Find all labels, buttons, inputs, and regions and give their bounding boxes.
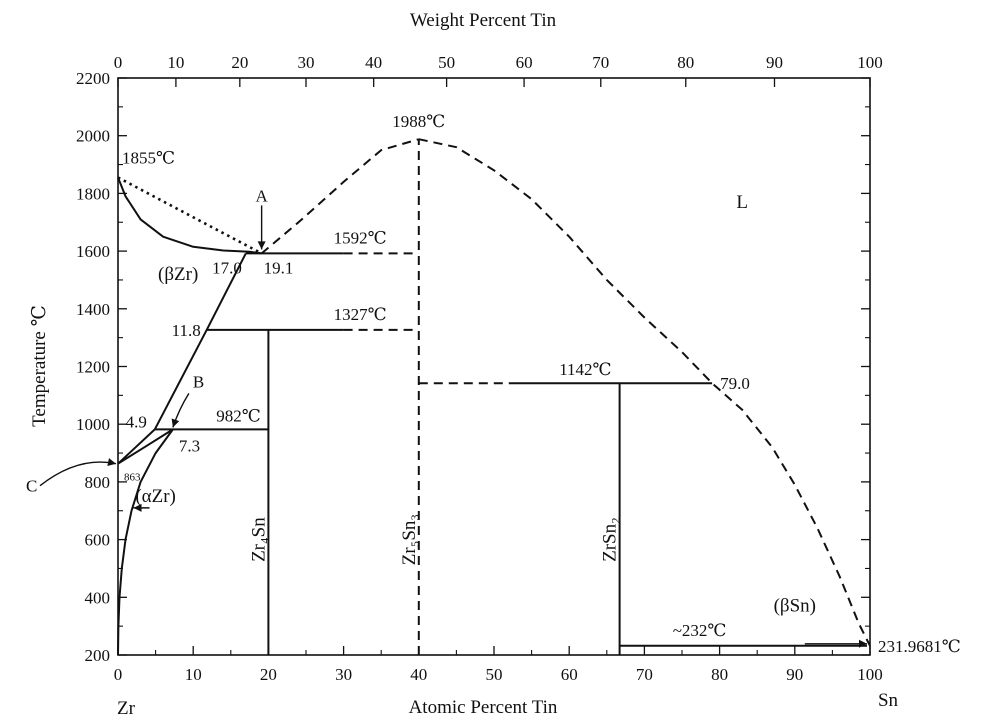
x-tick-label: 30: [335, 665, 352, 684]
label-phase-beta-zr: (βZr): [158, 264, 198, 285]
x2-tick-label: 10: [167, 53, 184, 72]
label-phase-zrsn2: ZrSn₂: [600, 517, 621, 562]
label-phase-l: L: [736, 192, 748, 213]
annotation-t-1327: 1327℃: [334, 305, 387, 324]
phase-boundaries: [117, 138, 871, 656]
boundary-beta-solvus: [117, 252, 247, 465]
arrowhead-a: [257, 241, 266, 250]
arrowhead-c: [107, 458, 116, 466]
boundary-liquidus-left: [260, 138, 420, 255]
x2-tick-label: 60: [516, 53, 533, 72]
x-tick-label: 70: [636, 665, 653, 684]
arrowhead-sn: [858, 639, 867, 648]
annotation-point-b: B: [193, 372, 204, 391]
x2-tick-label: 50: [438, 53, 455, 72]
boundary-liquidus-zr: [117, 177, 262, 255]
annotation-t-231: 231.9681℃: [878, 637, 961, 656]
y-tick-label: 1600: [76, 242, 110, 261]
x2-axis-title: Weight Percent Tin: [410, 10, 557, 31]
annotation-labels: 1855℃ 1988℃ 1592℃ 1327℃ 1142℃ 982℃ ~232℃ 231.96…: [26, 112, 961, 656]
annotation-t-1592: 1592℃: [334, 228, 387, 247]
y-tick-label: 200: [85, 646, 111, 665]
annotation-point-a: A: [255, 186, 268, 205]
x-tick-label: 40: [410, 665, 427, 684]
x-tick-label: 20: [260, 665, 277, 684]
annotation-c-4-9: 4.9: [126, 412, 147, 431]
y-tick-label: 400: [85, 588, 111, 607]
x-tick-label: 90: [786, 665, 803, 684]
annotation-c-11-8: 11.8: [172, 321, 201, 340]
annotation-c-863: 863: [124, 472, 141, 484]
annotation-t-1855: 1855℃: [122, 149, 175, 168]
x2-tick-label: 100: [857, 53, 883, 72]
x-tick-label: 10: [185, 665, 202, 684]
x-axis-left-end-label: Zr: [117, 698, 136, 719]
annotation-point-c: C: [26, 477, 37, 496]
label-phase-zr4sn: Zr₄Sn: [248, 517, 269, 562]
y-tick-label: 1400: [76, 300, 110, 319]
annotation-t-232: ~232℃: [673, 621, 727, 640]
y-tick-label: 800: [85, 473, 111, 492]
boundary-alpha-beta-boundary: [117, 428, 174, 465]
label-phase-zr5sn3: Zr₅Sn₃: [399, 514, 420, 565]
annotation-t-1988: 1988℃: [392, 112, 445, 131]
annotation-c-7-3: 7.3: [179, 436, 200, 455]
x2-tick-label: 90: [766, 53, 783, 72]
x2-tick-label: 20: [231, 53, 248, 72]
annotation-t-982: 982℃: [216, 406, 261, 425]
boundary-liquidus-right: [418, 138, 871, 647]
x2-tick-label: 0: [114, 53, 123, 72]
x-tick-label: 100: [857, 665, 883, 684]
y-tick-label: 600: [85, 531, 111, 550]
boundary-alpha-solvus: [117, 428, 174, 656]
annotation-c-17-0: 17.0: [212, 258, 242, 277]
boundary-metastable-liquidus: [117, 176, 263, 255]
annotation-t-1142: 1142℃: [559, 360, 611, 379]
y-axis-title: Temperature ℃: [29, 305, 50, 427]
arrowhead-alpha: [133, 503, 142, 512]
plot-frame: [117, 77, 871, 656]
y-tick-label: 2000: [76, 127, 110, 146]
label-phase-alpha-zr: (αZr): [135, 486, 176, 507]
x2-tick-label: 70: [592, 53, 609, 72]
y-tick-label: 1000: [76, 415, 110, 434]
x-tick-label: 80: [711, 665, 728, 684]
x-tick-label: 0: [114, 665, 123, 684]
annotation-c-79-0: 79.0: [720, 374, 750, 393]
y-tick-label: 2200: [76, 69, 110, 88]
x2-tick-label: 40: [365, 53, 382, 72]
x2-tick-label: 80: [677, 53, 694, 72]
x-axis-right-end-label: Sn: [878, 690, 899, 711]
x-tick-label: 60: [561, 665, 578, 684]
y-tick-label: 1800: [76, 184, 110, 203]
label-phase-beta-sn: (βSn): [774, 596, 816, 617]
arrowhead-b: [171, 418, 180, 428]
x-tick-label: 50: [486, 665, 503, 684]
axis-ticks: 0 10 20 30 40 50 60 70 80 90 1000 10 20 30 40 50 60 70 80 9…: [76, 53, 883, 684]
plot-border: [117, 77, 871, 656]
x-axis-title: Atomic Percent Tin: [409, 697, 558, 718]
annotation-c-19-1: 19.1: [264, 258, 294, 277]
y-tick-label: 1200: [76, 358, 110, 377]
x2-tick-label: 30: [298, 53, 315, 72]
